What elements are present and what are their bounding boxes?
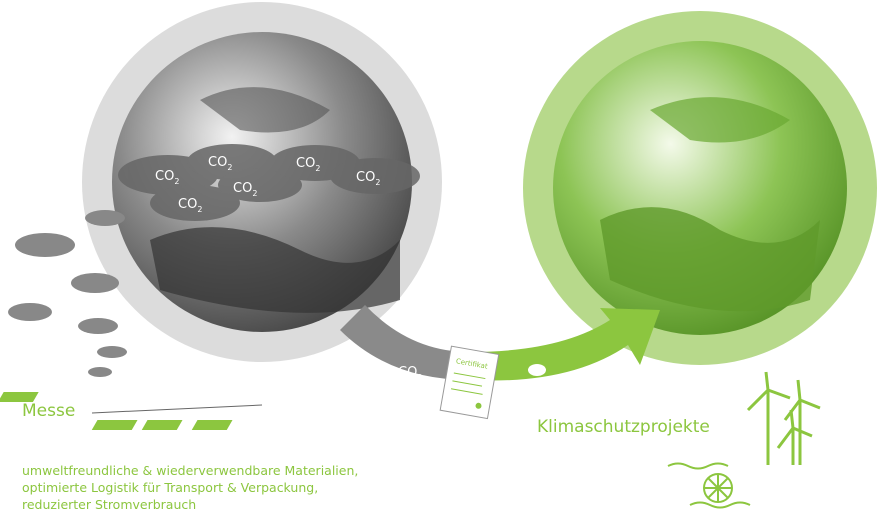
co2-main: CO: [208, 155, 227, 170]
description-line: reduzierter Stromverbrauch: [22, 497, 196, 512]
co2-main: CO: [178, 197, 197, 212]
klimaschutz-label: Klimaschutzprojekte: [537, 417, 710, 437]
co2-sub: 2: [315, 164, 320, 173]
co2-sub: 2: [417, 373, 422, 382]
illustration: CO2CO2CO2CO2CO2CO2 CO2 Certifikat Messe …: [0, 0, 877, 519]
description-line: umweltfreundliche & wiederverwendbare Ma…: [22, 463, 358, 478]
water-wheel: [668, 464, 750, 508]
description: umweltfreundliche & wiederverwendbare Ma…: [22, 463, 358, 512]
co2-main: CO: [296, 156, 315, 171]
description-line: optimierte Logistik für Transport & Verp…: [22, 480, 318, 495]
green-globe: [523, 11, 877, 365]
co2-sub: 2: [252, 189, 257, 198]
co2-sub: 2: [375, 178, 380, 187]
messe-label: Messe: [22, 401, 75, 421]
co2-main: CO: [155, 169, 174, 184]
co2-main: CO: [233, 181, 252, 196]
co2-sub: 2: [197, 205, 202, 214]
co2-sub: 2: [174, 177, 179, 186]
leaf-icon: [528, 364, 546, 376]
co2-sub: 2: [227, 163, 232, 172]
climate-arrow: [470, 308, 660, 381]
co2-main: CO: [398, 365, 417, 380]
wind-turbines: [748, 372, 820, 465]
co2-main: CO: [356, 170, 375, 185]
